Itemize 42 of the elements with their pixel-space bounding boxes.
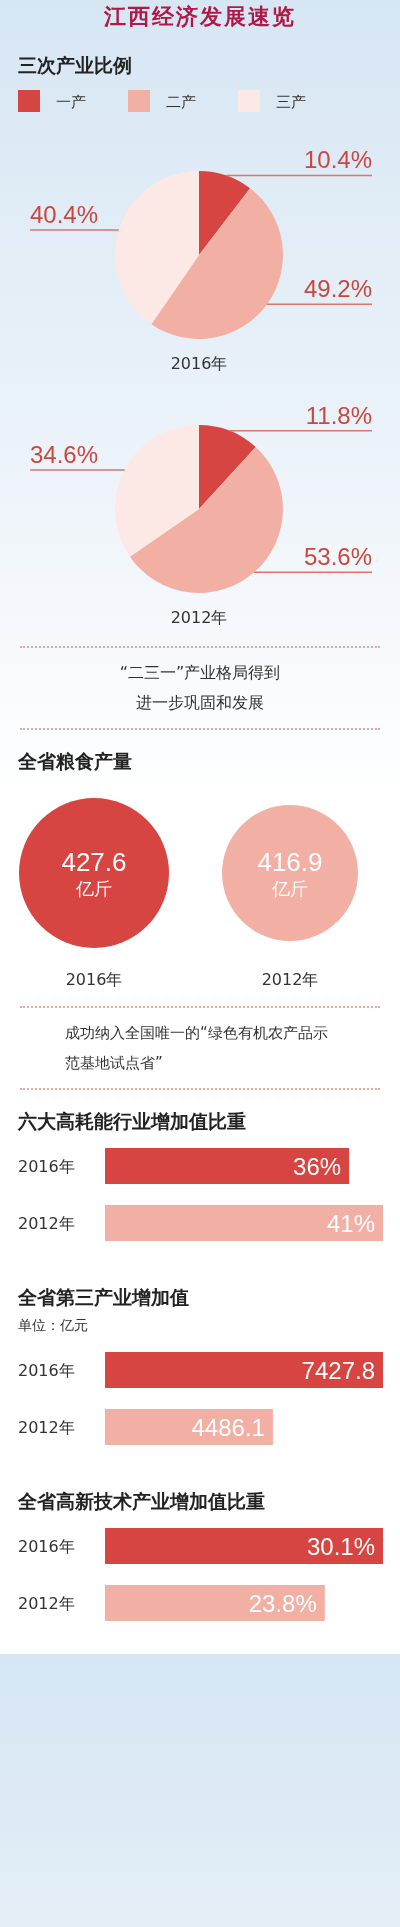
chart-title: 六大高耗能行业增加值比重 <box>17 1110 246 1132</box>
pie-slice <box>199 171 251 255</box>
data-label: 7427.8 <box>301 1357 375 1384</box>
data-label: 11.8% <box>305 401 372 429</box>
data-label: 416.9 亿斤 <box>257 847 323 899</box>
legend-label: 一产 <box>56 93 86 111</box>
text: 全省粮食产量 <box>17 750 132 772</box>
data-label: 30.1% <box>306 1533 375 1560</box>
pie-slice <box>129 447 283 593</box>
category-label: 2016年 <box>65 970 123 989</box>
pie-slice <box>115 171 199 325</box>
data-label: 53.6% <box>303 543 372 571</box>
pie-slice <box>151 188 283 339</box>
y-tick-label: 2012年 <box>18 1418 75 1437</box>
y-tick-label: 2012年 <box>18 1594 75 1613</box>
text: 2016年 <box>170 354 228 373</box>
chart-title: 全省第三产业增加值 <box>17 1286 189 1308</box>
legend-label: 二产 <box>166 93 196 111</box>
data-label: 40.4% <box>30 201 99 229</box>
data-label: 4486.1 <box>191 1414 265 1441</box>
y-tick-label: 2016年 <box>18 1537 75 1556</box>
data-label: 36% <box>293 1153 342 1180</box>
y-tick-label: 2012年 <box>18 1214 75 1233</box>
data-label: 34.6% <box>30 440 99 468</box>
text: 成功纳入全国唯一的“绿色有机农产品示范基地试点省” <box>20 1006 380 1090</box>
text: 2012年 <box>170 608 228 627</box>
text: “二三一”产业格局得到进一步巩固和发展 <box>20 646 380 730</box>
category-label: 2012年 <box>261 970 319 989</box>
data-label: 49.2% <box>303 275 372 303</box>
chart-subtitle: 三次产业比例 <box>18 54 132 76</box>
legend-label: 三产 <box>276 93 306 111</box>
data-label: 10.4% <box>303 146 372 174</box>
y-tick-label: 2016年 <box>18 1157 75 1176</box>
chart-title: 全省高新技术产业增加值比重 <box>17 1490 265 1512</box>
y-axis-title: 单位：亿元 <box>18 1317 88 1333</box>
chart-title: 江西经济发展速览 <box>103 4 296 29</box>
pie-slice <box>199 425 256 509</box>
data-label: 427.6 亿斤 <box>61 847 127 899</box>
y-tick-label: 2016年 <box>18 1361 75 1380</box>
data-label: 23.8% <box>248 1590 317 1617</box>
pie-slice <box>115 425 199 557</box>
data-label: 41% <box>326 1210 375 1237</box>
